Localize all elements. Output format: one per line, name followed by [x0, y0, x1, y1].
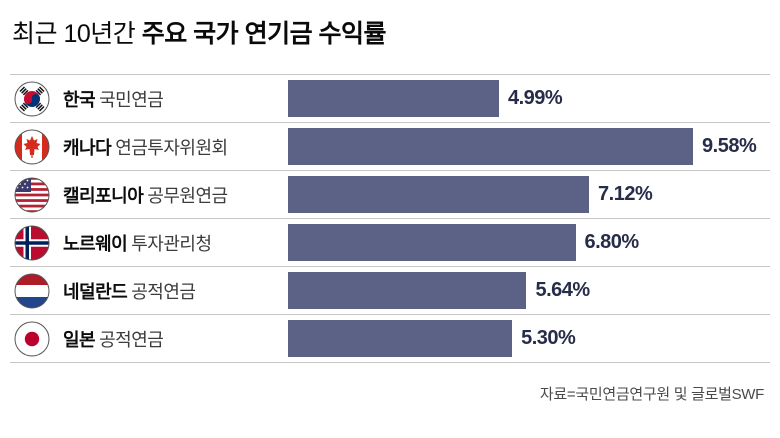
canada-flag-icon	[14, 129, 50, 165]
value-label-korea: 4.99%	[507, 87, 563, 109]
row-label-california: 캘리포니아 공무원연금	[10, 177, 288, 213]
row-text-korea: 한국 국민연금	[63, 86, 164, 112]
row-text-japan: 일본 공적연금	[63, 326, 164, 352]
bar-canada	[288, 128, 694, 165]
bar-norway	[288, 224, 576, 261]
row-label-korea: 한국 국민연금	[10, 81, 288, 117]
norway-flag-icon	[14, 225, 50, 261]
usa-flag-icon	[14, 177, 50, 213]
country-name: 일본	[63, 329, 96, 350]
org-name: 연금투자위원회	[115, 137, 228, 158]
country-name: 캘리포니아	[63, 185, 144, 206]
row-label-japan: 일본 공적연금	[10, 321, 288, 357]
chart-container: 최근 10년간 주요 국가 연기금 수익률	[10, 0, 770, 403]
value-label-canada: 9.58%	[702, 135, 757, 157]
chart-row-korea: 한국 국민연금 4.99%	[10, 75, 770, 123]
bar-netherlands	[288, 272, 527, 309]
org-name: 투자관리청	[131, 233, 212, 254]
bar-california	[288, 176, 590, 213]
bar-japan	[288, 320, 513, 357]
source-note: 자료=국민연금연구원 및 글로벌SWF	[539, 386, 764, 403]
org-name: 공적연금	[131, 281, 196, 302]
page-title: 최근 10년간 주요 국가 연기금 수익률	[10, 0, 770, 74]
value-label-netherlands: 5.64%	[535, 279, 590, 301]
org-name: 국민연금	[99, 89, 164, 110]
bar-track-netherlands: 5.64%	[288, 267, 770, 314]
chart-row-japan: 일본 공적연금 5.30%	[10, 315, 770, 363]
japan-flag-icon	[14, 321, 50, 357]
org-name: 공적연금	[99, 329, 164, 350]
row-label-netherlands: 네덜란드 공적연금	[10, 273, 288, 309]
chart-row-netherlands: 네덜란드 공적연금 5.64%	[10, 267, 770, 315]
row-text-canada: 캐나다 연금투자위원회	[63, 134, 228, 160]
chart-row-california: 캘리포니아 공무원연금 7.12%	[10, 171, 770, 219]
row-text-california: 캘리포니아 공무원연금	[63, 182, 228, 208]
country-name: 네덜란드	[63, 281, 128, 302]
row-label-canada: 캐나다 연금투자위원회	[10, 129, 288, 165]
country-name: 한국	[63, 89, 96, 110]
title-bold-part: 주요 국가 연기금 수익률	[141, 20, 387, 48]
korea-flag-icon	[14, 81, 50, 117]
title-regular-part: 최근 10년간	[12, 20, 136, 48]
bar-track-canada: 9.58%	[288, 123, 770, 170]
bar-chart: 한국 국민연금 4.99%	[10, 74, 770, 363]
row-text-netherlands: 네덜란드 공적연금	[63, 278, 196, 304]
value-label-japan: 5.30%	[521, 327, 576, 349]
country-name: 캐나다	[63, 137, 112, 158]
row-label-norway: 노르웨이 투자관리청	[10, 225, 288, 261]
chart-row-norway: 노르웨이 투자관리청 6.80%	[10, 219, 770, 267]
value-label-norway: 6.80%	[584, 231, 640, 253]
chart-row-canada: 캐나다 연금투자위원회 9.58%	[10, 123, 770, 171]
org-name: 공무원연금	[147, 185, 228, 206]
value-label-california: 7.12%	[598, 183, 653, 205]
bar-track-norway: 6.80%	[288, 219, 770, 266]
country-name: 노르웨이	[63, 233, 128, 254]
bar-track-japan: 5.30%	[288, 315, 770, 362]
bar-korea	[288, 80, 499, 117]
row-text-norway: 노르웨이 투자관리청	[63, 230, 212, 256]
bar-track-korea: 4.99%	[288, 75, 770, 122]
bar-track-california: 7.12%	[288, 171, 770, 218]
netherlands-flag-icon	[14, 273, 50, 309]
